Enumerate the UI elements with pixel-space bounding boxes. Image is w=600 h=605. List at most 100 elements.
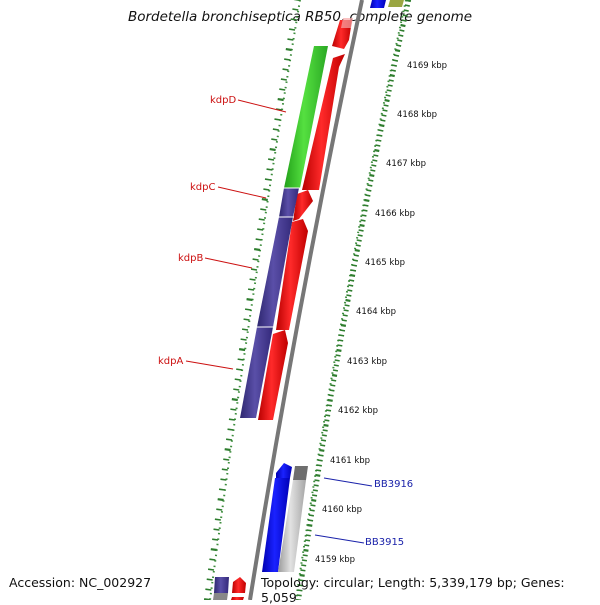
ring-tick xyxy=(249,278,256,281)
tick-label-4159: 4159 kbp xyxy=(315,555,355,565)
ring-tick xyxy=(227,428,234,431)
ring-tick xyxy=(398,34,404,37)
gene-bar-red-1 xyxy=(302,54,345,190)
ring-tick xyxy=(290,18,297,21)
ring-tick xyxy=(243,318,250,321)
ring-tick xyxy=(298,584,304,587)
ring-tick xyxy=(285,47,292,52)
ring-tick xyxy=(321,434,327,437)
gene-label-kdpA: kdpA xyxy=(158,356,183,367)
ring-tick xyxy=(272,128,279,131)
gene-bar-red-4 xyxy=(258,330,288,420)
ring-tick xyxy=(338,339,344,342)
ring-tick xyxy=(367,184,373,187)
ring-tick xyxy=(400,23,406,28)
gene-label-kdpB: kdpB xyxy=(178,253,203,264)
ring-tick xyxy=(269,147,276,152)
ring-tick xyxy=(301,559,308,562)
ring-tick xyxy=(228,418,236,421)
ring-tick xyxy=(325,409,332,412)
tick-label-4162: 4162 kbp xyxy=(338,406,378,416)
ring-tick xyxy=(311,498,317,502)
leader-BB3916 xyxy=(323,477,373,487)
ring-tick xyxy=(216,508,223,511)
ring-tick xyxy=(385,94,391,97)
ring-tick xyxy=(231,398,238,402)
ring-tick xyxy=(368,179,374,182)
gene-bar-kdpA xyxy=(240,327,273,418)
leader-kdpD xyxy=(237,99,287,113)
ring-tick xyxy=(244,308,252,311)
ring-tick xyxy=(221,468,228,471)
genome-backbone xyxy=(248,0,364,600)
ring-tick xyxy=(348,284,354,287)
ring-tick xyxy=(302,554,308,557)
feature-bottom-red-arrow xyxy=(232,577,246,593)
ring-tick xyxy=(339,329,346,332)
ring-tick xyxy=(298,579,305,582)
gene-bar-grey xyxy=(278,480,306,572)
tick-label-4167: 4167 kbp xyxy=(386,159,426,169)
gene-bar-BB3915 xyxy=(262,478,290,572)
feature-bottom-red-2 xyxy=(231,597,244,600)
ring-tick xyxy=(341,319,347,322)
ring-tick xyxy=(394,48,401,53)
ring-tick xyxy=(391,64,398,67)
ring-tick xyxy=(240,338,247,341)
ring-tick xyxy=(349,273,356,277)
ring-tick xyxy=(329,389,335,392)
ring-tick xyxy=(347,289,353,292)
gene-bar-grey-top xyxy=(293,466,308,480)
ring-tick xyxy=(297,589,303,592)
ring-tick xyxy=(328,394,334,397)
ring-tick xyxy=(362,209,368,212)
ring-tick xyxy=(360,219,366,222)
ring-tick xyxy=(331,373,338,377)
tick-label-4160: 4160 kbp xyxy=(322,505,362,515)
ring-tick xyxy=(359,223,365,228)
ring-tick xyxy=(322,429,328,432)
ring-tick xyxy=(336,348,342,352)
ring-tick xyxy=(319,448,325,452)
ring-tick xyxy=(315,469,322,472)
ring-tick xyxy=(317,459,323,462)
ring-tick xyxy=(304,544,310,547)
ring-tick xyxy=(346,294,352,297)
ring-tick xyxy=(326,404,332,407)
tick-label-4161: 4161 kbp xyxy=(330,456,370,466)
ring-tick xyxy=(212,538,219,541)
ring-tick xyxy=(277,97,284,102)
ring-tick xyxy=(375,144,381,147)
ring-tick xyxy=(307,523,313,527)
ring-tick xyxy=(405,0,412,3)
ring-tick xyxy=(274,118,281,121)
ring-tick xyxy=(296,594,302,597)
tick-label-4169: 4169 kbp xyxy=(407,61,447,71)
ring-tick xyxy=(377,134,383,137)
ring-tick xyxy=(266,168,273,171)
ring-tick xyxy=(225,438,233,441)
ring-tick xyxy=(305,534,311,537)
ring-tick xyxy=(237,358,244,361)
ring-tick xyxy=(372,159,378,162)
ring-tick xyxy=(309,509,315,512)
ring-tick xyxy=(393,54,400,57)
ring-tick xyxy=(206,578,213,581)
gene-bar-kdpC xyxy=(279,188,299,217)
ring-tick xyxy=(404,4,410,7)
ring-tick xyxy=(383,104,389,107)
map-title: Bordetella bronchiseptica RB50, complete… xyxy=(127,9,473,25)
ring-tick xyxy=(207,568,215,571)
ring-tick xyxy=(350,269,357,272)
ring-tick xyxy=(376,139,382,142)
ring-tick xyxy=(312,489,318,492)
ring-tick xyxy=(320,439,327,442)
ring-tick xyxy=(358,229,364,232)
ring-tick xyxy=(369,173,375,178)
ring-tick xyxy=(209,558,216,561)
ring-tick xyxy=(300,569,306,572)
ring-tick xyxy=(234,378,241,381)
ring-tick xyxy=(284,58,291,61)
